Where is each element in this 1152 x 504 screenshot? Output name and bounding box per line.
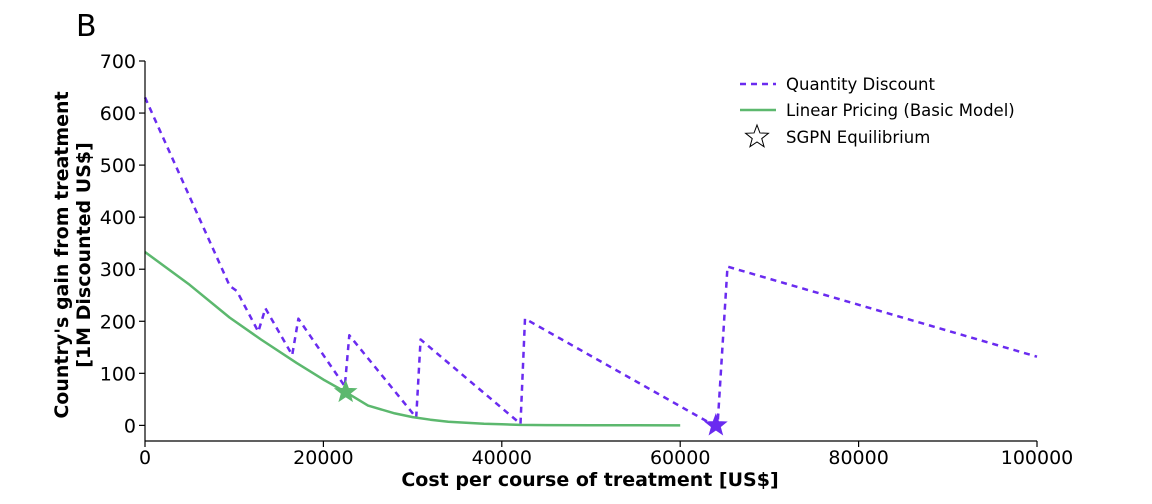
y-tick-label: 200 xyxy=(100,311,136,333)
legend: Quantity Discount Linear Pricing (Basic … xyxy=(740,75,1015,148)
y-tick-label: 0 xyxy=(124,415,136,437)
legend-label-sgpn-equilibrium: SGPN Equilibrium xyxy=(786,128,930,147)
y-tick-label: 700 xyxy=(100,51,136,73)
y-tick-label: 100 xyxy=(100,363,136,385)
sgpn-marker-linear-pricing xyxy=(333,379,358,403)
x-ticks: 0 20000 40000 60000 80000 100000 xyxy=(139,441,1073,469)
y-tick-label: 500 xyxy=(100,155,136,177)
x-axis-label: Cost per course of treatment [US$] xyxy=(401,469,778,491)
y-axis-label: Country's gain from treatment [1M Discou… xyxy=(51,91,95,418)
legend-label-quantity-discount: Quantity Discount xyxy=(786,75,936,94)
plot-markers xyxy=(333,379,728,436)
legend-label-linear-pricing: Linear Pricing (Basic Model) xyxy=(786,101,1015,120)
y-tick-label: 400 xyxy=(100,207,136,229)
y-axis-label-line2: [1M Discounted US$] xyxy=(73,142,95,368)
y-tick-label: 300 xyxy=(100,259,136,281)
series-line-linear-pricing xyxy=(144,250,681,427)
y-axis-label-line1: Country's gain from treatment xyxy=(51,91,73,418)
sgpn-marker-quantity-discount xyxy=(704,412,728,436)
x-tick-label: 100000 xyxy=(1001,447,1074,469)
x-tick-label: 60000 xyxy=(650,447,710,469)
y-tick-label: 600 xyxy=(100,103,136,125)
legend-star-icon xyxy=(744,123,770,148)
x-tick-label: 20000 xyxy=(293,447,353,469)
panel-label: B xyxy=(76,9,97,44)
x-tick-label: 80000 xyxy=(828,447,888,469)
x-tick-label: 40000 xyxy=(472,447,532,469)
x-tick-label: 0 xyxy=(139,447,151,469)
y-ticks: 0 100 200 300 400 500 600 700 xyxy=(100,51,145,437)
